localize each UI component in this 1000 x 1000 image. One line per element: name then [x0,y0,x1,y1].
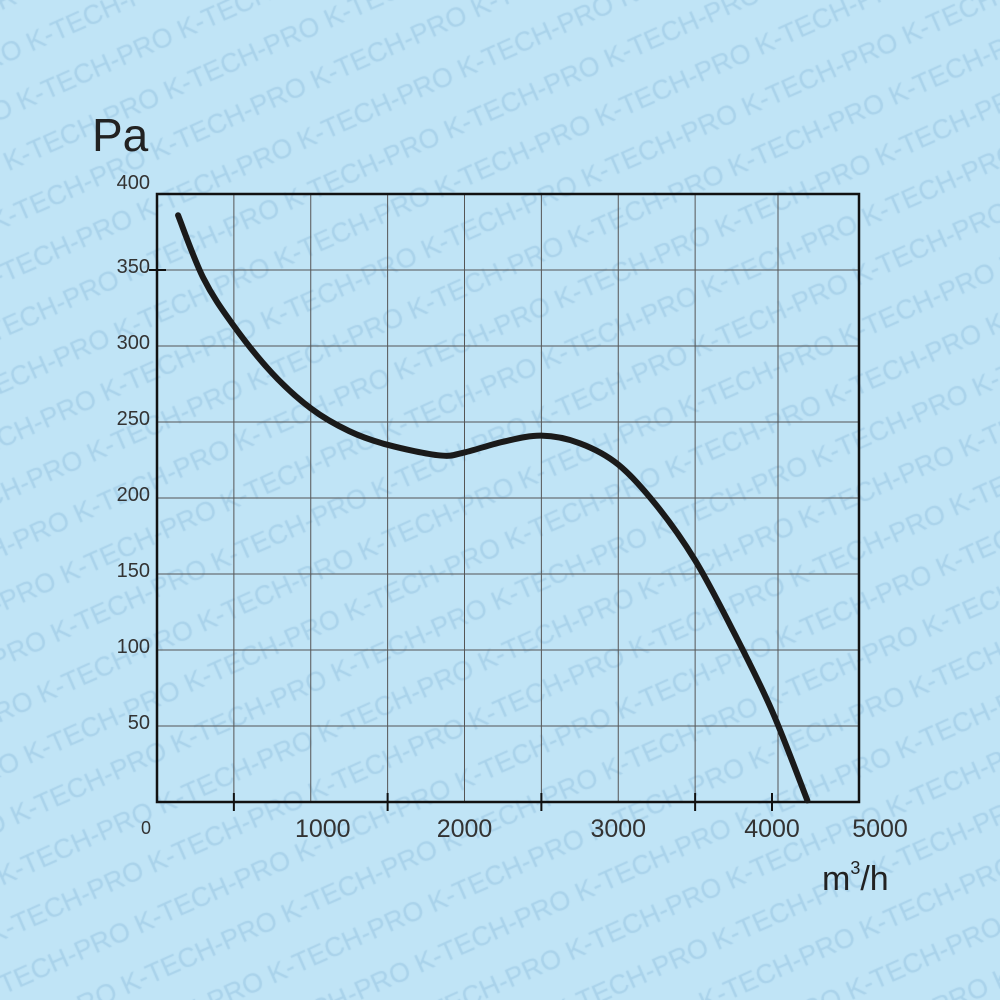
y-tick-label: 200 [116,484,150,506]
x-axis-label: m3/h [822,858,889,898]
x-tick-label: 1000 [294,815,351,843]
y-tick-label: 100 [116,636,150,658]
plot-frame [155,192,861,804]
y-tick-label: 50 [127,712,150,734]
y-tick-label: 400 [116,172,150,194]
y-axis-label: Pa [92,109,149,161]
y-tick-label: 350 [116,256,150,278]
x-tick-label: 4000 [744,815,800,843]
performance-curve [175,212,811,804]
x-tick-label: 3000 [590,815,647,843]
y-tick-label: 150 [116,560,150,582]
x-tick-label: 0 [140,818,152,838]
x-tick-label: 5000 [852,815,908,843]
x-tick-label: 2000 [436,815,493,843]
y-tick-label: 250 [116,408,150,430]
y-tick-label: 300 [116,332,150,354]
